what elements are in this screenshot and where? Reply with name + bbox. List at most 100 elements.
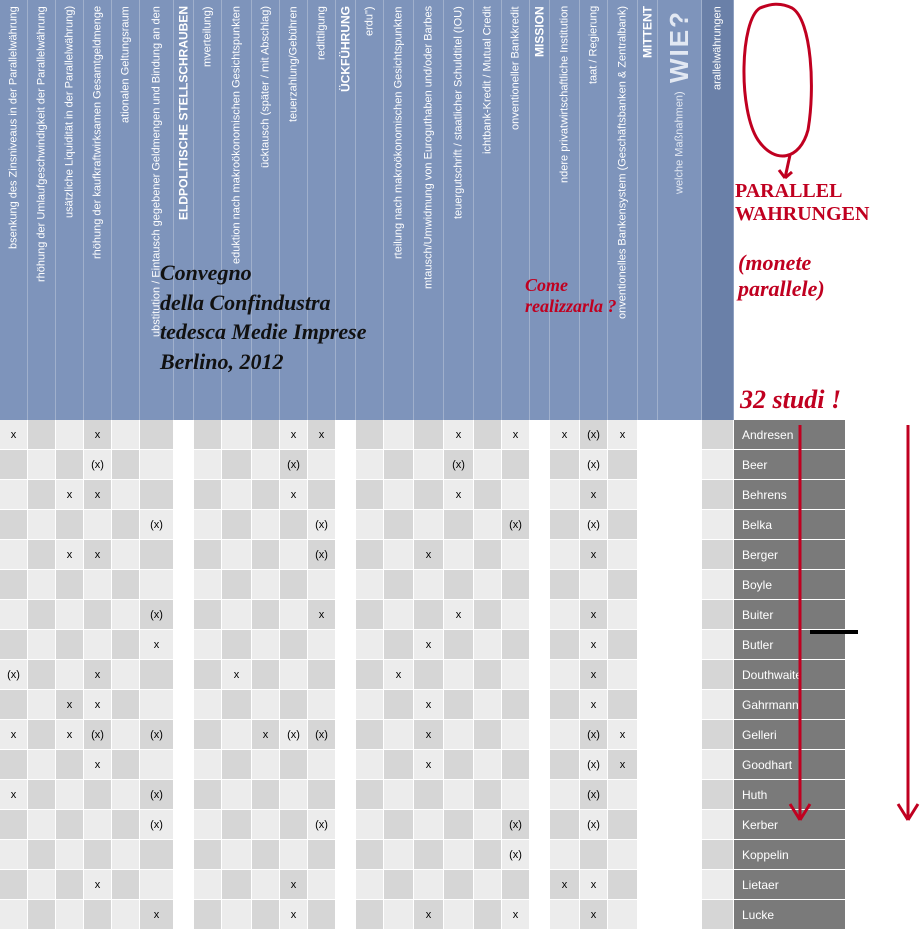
matrix-cell: [140, 840, 174, 870]
matrix-cell: [384, 840, 414, 870]
study-name: Behrens: [734, 480, 846, 510]
study-name: Boyle: [734, 570, 846, 600]
matrix-cell: x: [414, 630, 444, 660]
matrix-cell: [608, 840, 638, 870]
matrix-cell: [444, 690, 474, 720]
matrix-cell: x: [280, 870, 308, 900]
matrix-cell: [112, 660, 140, 690]
matrix-cell: [356, 600, 384, 630]
section-gap: [638, 870, 658, 900]
matrix-cell: [280, 780, 308, 810]
matrix-cell: (x): [580, 750, 608, 780]
matrix-cell: [608, 810, 638, 840]
matrix-cell: [702, 870, 734, 900]
matrix-cell: [308, 840, 336, 870]
matrix-cell: [28, 900, 56, 930]
matrix-cell: x: [84, 540, 112, 570]
section-gap: [658, 630, 702, 660]
matrix-cell: [252, 630, 280, 660]
matrix-cell: [414, 660, 444, 690]
section-gap: [658, 870, 702, 900]
matrix-cell: [444, 660, 474, 690]
matrix-cell: [502, 480, 530, 510]
study-name: Butler: [734, 630, 846, 660]
matrix-cell: (x): [502, 810, 530, 840]
col-header-sec4: MITTENT: [638, 0, 658, 420]
section-gap: [174, 450, 194, 480]
matrix-cell: x: [56, 720, 84, 750]
matrix-cell: [28, 480, 56, 510]
matrix-cell: [84, 570, 112, 600]
matrix-cell: [112, 540, 140, 570]
matrix-cell: [702, 600, 734, 630]
section-gap: [174, 720, 194, 750]
matrix-cell: [28, 810, 56, 840]
matrix-cell: x: [580, 480, 608, 510]
section-gap: [530, 420, 550, 450]
matrix-cell: x: [414, 900, 444, 930]
section-gap: [530, 810, 550, 840]
matrix-cell: [56, 870, 84, 900]
study-name: Kerber: [734, 810, 846, 840]
section-gap: [336, 870, 356, 900]
matrix-cell: [252, 600, 280, 630]
matrix-cell: x: [140, 630, 174, 660]
matrix-cell: [502, 870, 530, 900]
matrix-cell: [356, 780, 384, 810]
matrix-cell: (x): [140, 810, 174, 840]
col-header-c20: arallelwährungen: [702, 0, 734, 420]
matrix-cell: [702, 570, 734, 600]
matrix-cell: [384, 900, 414, 930]
matrix-cell: [222, 510, 252, 540]
matrix-cell: [0, 840, 28, 870]
section-gap: [336, 900, 356, 930]
matrix-cell: [252, 570, 280, 600]
matrix-cell: [140, 570, 174, 600]
matrix-cell: [112, 780, 140, 810]
matrix-cell: [550, 660, 580, 690]
matrix-cell: [140, 690, 174, 720]
matrix-cell: [502, 600, 530, 630]
matrix-cell: [252, 840, 280, 870]
matrix-cell: [28, 420, 56, 450]
matrix-cell: [56, 570, 84, 600]
table-row: xxxxLietaer: [0, 870, 922, 900]
matrix-cell: [194, 780, 222, 810]
matrix-cell: x: [444, 480, 474, 510]
matrix-cell: [608, 600, 638, 630]
matrix-cell: [280, 810, 308, 840]
matrix-cell: x: [414, 720, 444, 750]
matrix-cell: [222, 870, 252, 900]
section-gap: [530, 570, 550, 600]
matrix-cell: [28, 780, 56, 810]
matrix-cell: x: [56, 540, 84, 570]
matrix-cell: [140, 750, 174, 780]
section-gap: [658, 480, 702, 510]
matrix-cell: [308, 570, 336, 600]
matrix-cell: [252, 900, 280, 930]
matrix-cell: [280, 690, 308, 720]
matrix-cell: [28, 570, 56, 600]
matrix-cell: (x): [444, 450, 474, 480]
matrix-cell: x: [308, 600, 336, 630]
matrix-cell: [608, 510, 638, 540]
matrix-cell: [702, 750, 734, 780]
matrix-cell: [702, 510, 734, 540]
matrix-cell: [474, 690, 502, 720]
matrix-cell: [550, 810, 580, 840]
matrix-cell: [112, 600, 140, 630]
matrix-cell: [550, 540, 580, 570]
matrix-cell: [56, 810, 84, 840]
section-gap: [336, 630, 356, 660]
matrix-cell: [84, 900, 112, 930]
matrix-cell: [252, 420, 280, 450]
matrix-cell: [308, 870, 336, 900]
study-name: Gahrmann: [734, 690, 846, 720]
matrix-cell: [222, 750, 252, 780]
matrix-cell: [112, 480, 140, 510]
matrix-cell: [222, 480, 252, 510]
col-header-c14: teuergutschrift / staatlicher Schuldtite…: [444, 0, 474, 420]
matrix-cell: [502, 780, 530, 810]
section-gap: [530, 630, 550, 660]
matrix-cell: [474, 600, 502, 630]
